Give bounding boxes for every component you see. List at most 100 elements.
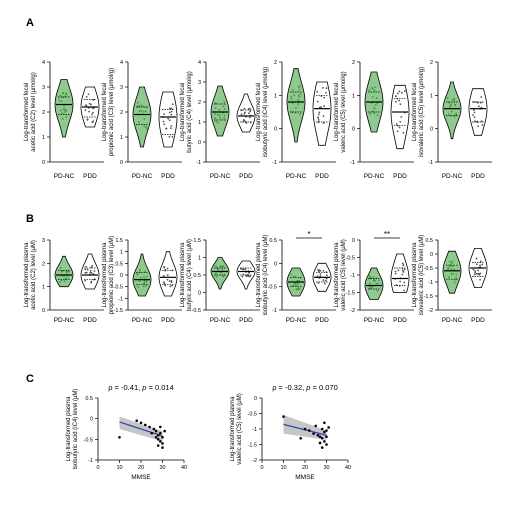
y-tick-label: -1	[88, 458, 93, 464]
data-point	[316, 275, 319, 278]
data-point	[474, 269, 477, 272]
data-point	[214, 272, 217, 275]
data-point	[60, 109, 63, 112]
panel-label-c: C	[26, 373, 34, 385]
data-point	[92, 111, 94, 114]
violin-pdd	[468, 88, 488, 136]
data-point	[400, 116, 403, 118]
data-point	[84, 109, 87, 111]
data-point	[323, 96, 326, 99]
data-point	[403, 90, 406, 92]
data-point	[455, 273, 458, 276]
data-point	[373, 89, 376, 92]
y-tick-label: -1	[428, 280, 433, 286]
data-point	[162, 120, 165, 123]
violin-pdnc	[54, 79, 74, 138]
x-tick-label: PDD	[83, 317, 97, 324]
violin-pdnc	[132, 253, 152, 297]
data-point	[142, 285, 145, 288]
data-point	[297, 287, 300, 289]
data-point	[453, 97, 456, 100]
data-point	[368, 275, 371, 277]
data-point	[290, 273, 293, 276]
x-tick-label: PD-NC	[54, 173, 75, 180]
x-tick-label: 10	[280, 465, 286, 471]
data-point	[320, 427, 324, 431]
data-point	[84, 271, 87, 274]
data-point	[137, 121, 140, 123]
x-tick-label: 20	[302, 465, 308, 471]
data-point	[248, 116, 251, 119]
y-axis-label: valeric acid (C5) level (μM)	[341, 239, 347, 310]
y-tick-label: 1	[42, 135, 45, 141]
x-tick-label: PDD	[315, 317, 329, 324]
data-point	[394, 272, 397, 275]
data-point	[171, 135, 174, 138]
data-point	[322, 115, 325, 118]
data-point	[156, 444, 160, 447]
data-point	[403, 289, 406, 292]
data-point	[479, 260, 482, 263]
data-point	[62, 108, 65, 111]
x-tick-label: PDD	[315, 173, 329, 180]
data-point	[84, 268, 87, 271]
data-point	[144, 423, 147, 427]
y-tick-label: -1	[350, 160, 355, 166]
data-point	[170, 279, 173, 282]
x-tick-label: PDD	[239, 173, 253, 180]
x-tick-label: PDD	[393, 173, 407, 180]
data-point	[376, 282, 379, 285]
data-point	[59, 266, 62, 269]
y-tick-label: 1	[274, 93, 277, 99]
violin-pdnc	[442, 250, 462, 294]
data-point	[375, 97, 378, 99]
y-axis-label: Log-transformed fecal	[24, 83, 30, 141]
data-point	[369, 276, 372, 279]
data-point	[370, 286, 373, 289]
data-point	[168, 107, 171, 110]
data-point	[372, 276, 375, 279]
data-point	[292, 284, 295, 287]
data-point	[450, 268, 453, 270]
data-point	[144, 110, 147, 113]
data-point	[478, 273, 481, 276]
data-point	[291, 89, 294, 91]
x-tick-label: PDD	[161, 173, 175, 180]
data-point	[143, 281, 146, 284]
data-point	[218, 108, 221, 111]
y-tick-label: -1.5	[114, 308, 123, 314]
x-tick-label: PD-NC	[132, 317, 153, 324]
data-point	[322, 279, 325, 281]
data-point	[249, 110, 251, 113]
data-point	[65, 115, 68, 118]
data-point	[399, 103, 402, 106]
y-tick-label: -0.5	[424, 266, 433, 272]
data-point	[371, 95, 374, 98]
y-tick-label: 0	[274, 127, 277, 133]
y-tick-label: 0	[352, 238, 355, 244]
data-point	[159, 440, 162, 443]
data-point	[216, 113, 219, 116]
data-point	[170, 110, 173, 113]
data-point	[214, 102, 217, 104]
data-point	[479, 264, 481, 267]
x-tick-label: PDD	[471, 173, 485, 180]
data-point	[148, 425, 151, 429]
violin-pdd	[236, 93, 256, 133]
violin-pdd	[312, 81, 332, 146]
data-point	[375, 282, 378, 285]
data-point	[61, 118, 64, 120]
violin-plot-2: 0 1 2 3 4 Log-transformed fecal propionic acid…	[102, 60, 182, 180]
data-point	[118, 435, 121, 439]
data-point	[163, 281, 165, 284]
data-point	[92, 107, 95, 110]
y-tick-label: -1.5	[346, 291, 355, 297]
x-axis-label: MMSE	[295, 474, 315, 481]
data-point	[369, 112, 372, 115]
y-tick-label: -1	[252, 427, 257, 433]
data-point	[394, 100, 397, 103]
data-point	[317, 119, 320, 121]
data-point	[317, 269, 319, 271]
data-point	[290, 95, 293, 98]
data-point	[297, 86, 300, 89]
